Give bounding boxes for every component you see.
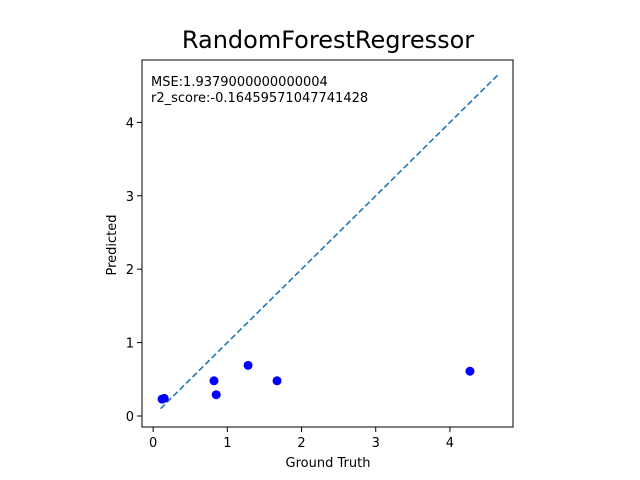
data-point-2 bbox=[209, 376, 219, 386]
y-tick-label-1: 1 bbox=[126, 337, 134, 352]
data-point-3 bbox=[211, 390, 221, 400]
plot-area: 0 1 2 3 4 0 1 2 3 4 bbox=[126, 59, 514, 451]
y-tick-label-0: 0 bbox=[126, 410, 134, 425]
y-tick-label-4: 4 bbox=[126, 116, 134, 131]
x-tick-label-4: 4 bbox=[446, 436, 454, 451]
x-axis-label: Ground Truth bbox=[286, 456, 371, 471]
chart-title: RandomForestRegressor bbox=[182, 26, 474, 54]
annotation-mse: MSE:1.9379000000000004 bbox=[151, 75, 328, 90]
y-tick-label-3: 3 bbox=[126, 190, 134, 205]
y-axis-label: Predicted bbox=[105, 214, 120, 275]
x-tick-label-1: 1 bbox=[223, 436, 231, 451]
x-tick-label-0: 0 bbox=[149, 436, 157, 451]
y-tick-label-2: 2 bbox=[126, 263, 134, 278]
axes-frame bbox=[141, 59, 514, 428]
annotation-r2: r2_score:-0.16459571047741428 bbox=[151, 91, 368, 106]
x-tick-label-3: 3 bbox=[372, 436, 380, 451]
reference-line bbox=[159, 72, 501, 410]
data-point-4 bbox=[243, 360, 253, 370]
x-tick-label-2: 2 bbox=[297, 436, 305, 451]
data-point-6 bbox=[465, 366, 475, 376]
data-point-5 bbox=[272, 376, 282, 386]
data-point-1 bbox=[159, 393, 169, 403]
